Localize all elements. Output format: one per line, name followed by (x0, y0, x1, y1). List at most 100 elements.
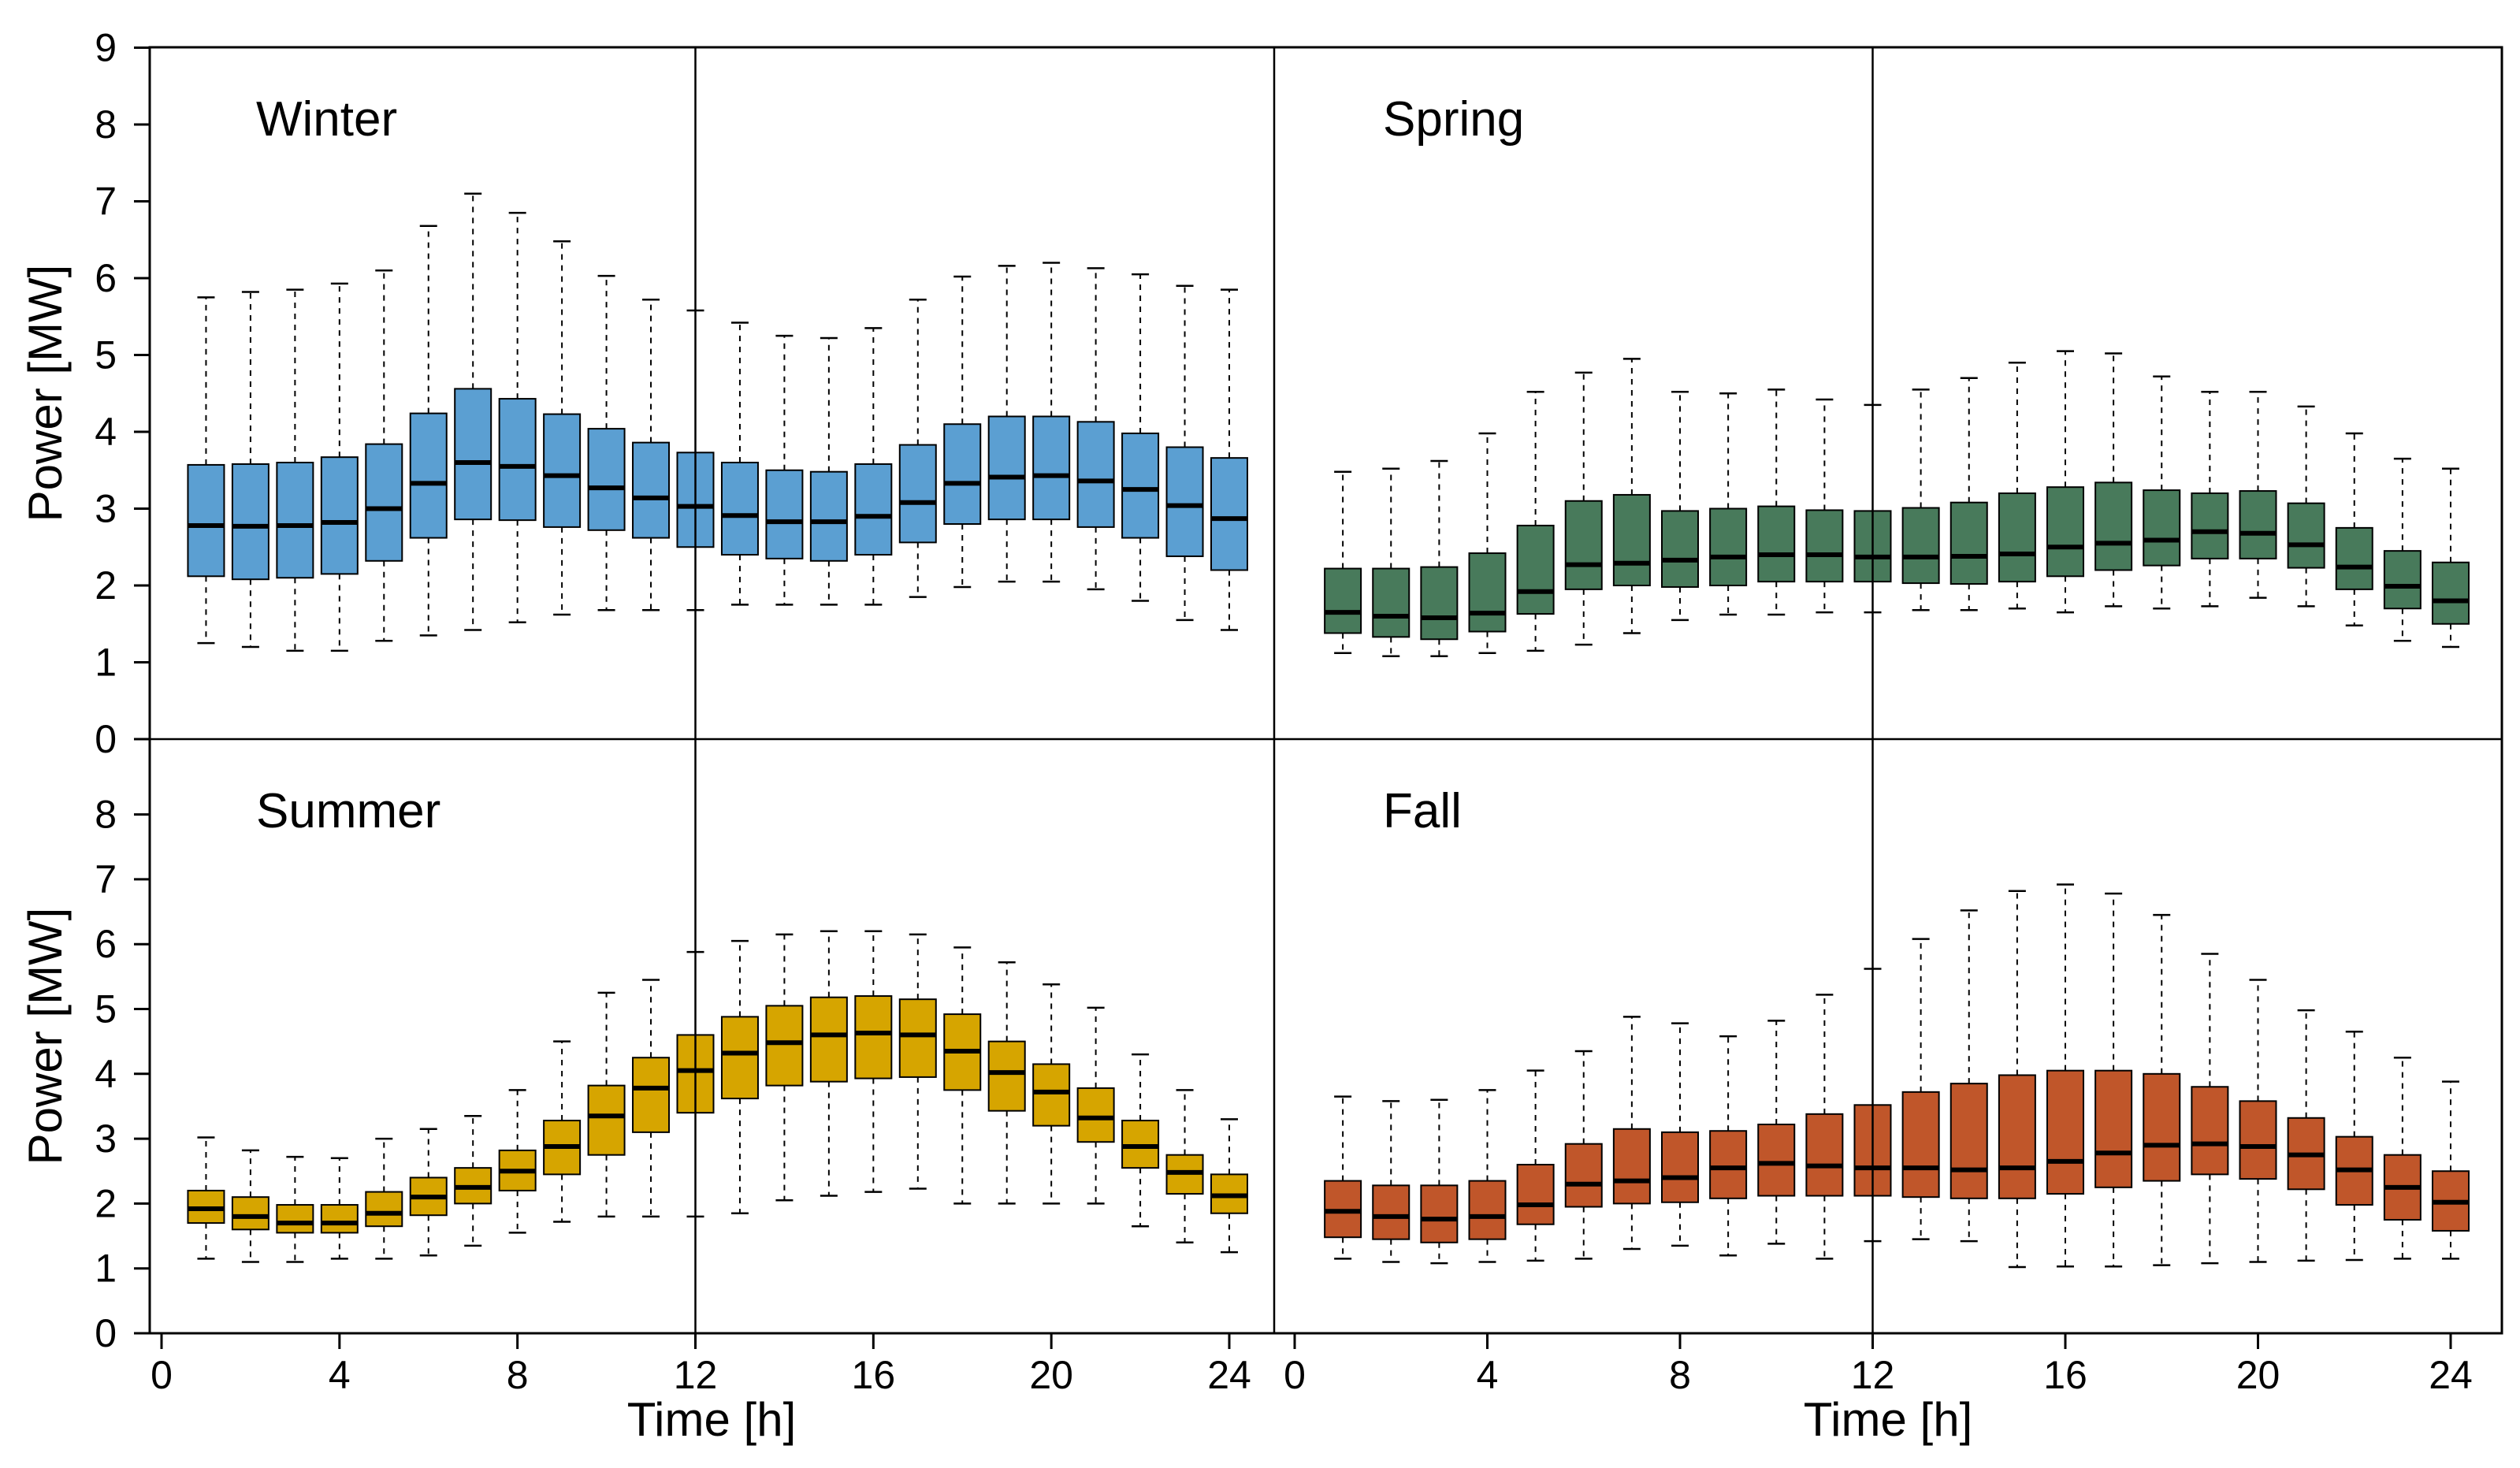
box-iqr (409, 412, 448, 539)
y-tick-label-top-2: 2 (95, 563, 117, 608)
box-iqr (2143, 489, 2181, 567)
y-tick-label-bottom-4: 4 (95, 1052, 117, 1096)
box-spring-h3 (1420, 459, 1459, 657)
box-winter-h17 (898, 299, 937, 598)
box-winter-h20 (1032, 262, 1071, 583)
box-iqr (1901, 507, 1940, 585)
box-iqr (1516, 524, 1555, 615)
box-summer-h11 (632, 979, 671, 1218)
box-summer-h16 (854, 930, 893, 1193)
box-iqr (1468, 1180, 1507, 1240)
y-tick-label-top-4: 4 (95, 410, 117, 454)
x-tick-label-right-24: 24 (2429, 1353, 2473, 1397)
box-summer-h10 (587, 991, 626, 1218)
box-iqr (987, 415, 1026, 521)
box-iqr (1949, 1083, 1988, 1199)
box-iqr (765, 469, 804, 559)
box-iqr (1076, 1087, 1115, 1143)
box-spring-h13 (1901, 388, 1940, 611)
x-tick-label-left-0: 0 (151, 1353, 173, 1397)
box-iqr (1324, 567, 1362, 634)
box-spring-h20 (2239, 391, 2277, 599)
box-summer-h4 (320, 1157, 359, 1260)
box-iqr (632, 441, 671, 539)
box-iqr (2143, 1072, 2181, 1182)
box-winter-h11 (632, 299, 671, 611)
box-fall-h21 (2287, 1009, 2325, 1262)
box-summer-h21 (1076, 1006, 1115, 1205)
box-winter-h2 (231, 291, 269, 649)
box-spring-h7 (1612, 358, 1651, 634)
box-fall-h15 (1998, 890, 2036, 1269)
y-tick-label-bottom-6: 6 (95, 922, 117, 966)
box-iqr (1076, 421, 1115, 528)
y-tick-label-top-9: 9 (95, 26, 117, 70)
box-iqr (187, 463, 225, 578)
panel-summer (187, 930, 1248, 1263)
box-iqr (854, 463, 893, 556)
box-iqr (1420, 566, 1459, 641)
box-iqr (2239, 490, 2277, 559)
axes-layer: 0 4 8 12 16 20 24 0 4 8 12 16 20 24012345678901234567… (95, 26, 2473, 1398)
box-summer-h2 (231, 1149, 269, 1263)
box-iqr (231, 463, 269, 581)
box-winter-h19 (987, 265, 1026, 583)
box-fall-h24 (2432, 1080, 2470, 1260)
box-iqr (498, 398, 537, 522)
box-fall-h6 (1564, 1050, 1603, 1260)
x-axis-title-left: Time [h] (627, 1393, 796, 1446)
box-iqr (231, 1196, 269, 1231)
box-fall-h22 (2335, 1031, 2373, 1262)
y-tick-label-top-7: 7 (95, 180, 117, 224)
box-winter-h18 (943, 275, 982, 589)
box-winter-h10 (587, 274, 626, 611)
box-iqr (2287, 502, 2325, 569)
box-winter-h16 (854, 327, 893, 606)
x-tick-label-right-16: 16 (2043, 1353, 2087, 1397)
box-winter-h8 (498, 211, 537, 624)
panel-spring (1324, 350, 2470, 657)
box-iqr (320, 1204, 359, 1234)
box-iqr (1757, 1123, 1796, 1197)
box-winter-h15 (809, 336, 848, 606)
box-spring-h2 (1372, 467, 1411, 657)
panel-title-spring: Spring (1383, 92, 1524, 147)
box-fall-h7 (1612, 1016, 1651, 1251)
box-winter-h5 (365, 269, 403, 642)
box-spring-h1 (1324, 470, 1362, 655)
box-spring-h14 (1949, 377, 1988, 611)
box-winter-h22 (1121, 273, 1160, 602)
box-iqr (1564, 500, 1603, 590)
x-tick-label-right-0: 0 (1284, 1353, 1306, 1397)
box-iqr (809, 996, 848, 1083)
box-iqr (365, 1191, 403, 1228)
box-iqr (276, 1204, 314, 1234)
y-tick-label-top-5: 5 (95, 333, 117, 377)
box-iqr (943, 423, 982, 525)
box-summer-h15 (809, 930, 848, 1197)
box-spring-h9 (1709, 392, 1748, 616)
box-fall-h3 (1420, 1098, 1459, 1265)
x-tick-label-left-24: 24 (1207, 1353, 1251, 1397)
box-summer-h1 (187, 1136, 225, 1260)
box-summer-h24 (1210, 1118, 1248, 1254)
box-spring-h5 (1516, 391, 1555, 652)
box-summer-h22 (1121, 1053, 1160, 1228)
box-spring-h19 (2191, 391, 2229, 608)
box-iqr (1805, 509, 1844, 583)
box-summer-h17 (898, 933, 937, 1190)
box-iqr (1420, 1184, 1459, 1243)
box-fall-h9 (1709, 1035, 1748, 1257)
y-tick-label-top-1: 1 (95, 641, 117, 685)
box-spring-h6 (1564, 371, 1603, 646)
y-tick-label-top-6: 6 (95, 256, 117, 300)
box-summer-h9 (543, 1040, 582, 1223)
noon-reference-lines (694, 47, 1874, 1333)
box-winter-h13 (720, 321, 759, 606)
box-iqr (1757, 505, 1796, 583)
x-tick-label-left-4: 4 (329, 1353, 351, 1397)
x-tick-label-right-4: 4 (1477, 1353, 1499, 1397)
box-spring-h8 (1661, 391, 1699, 622)
y-tick-label-top-0: 0 (95, 717, 117, 761)
